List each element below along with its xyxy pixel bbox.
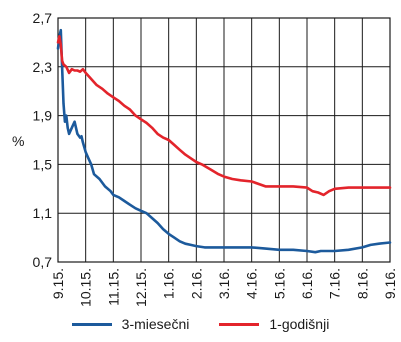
legend-item-1-year: 1-godišnji (219, 316, 329, 332)
x-tick-label: 10.15. (78, 268, 94, 307)
plot-area-frame (57, 17, 391, 263)
x-tick-label: 1.16. (161, 268, 177, 299)
x-tick-label: 4.16. (244, 268, 260, 299)
x-tick-label: 12.15. (133, 268, 149, 307)
x-tick-label: 3.16. (216, 268, 232, 299)
series-line-3-month (56, 28, 392, 254)
x-tick-label: 2.16. (188, 268, 204, 299)
x-tick-label: 6.16. (299, 268, 315, 299)
y-tick-label: 0,7 (33, 254, 53, 270)
y-axis-label: % (12, 133, 24, 149)
y-axis-ticks: 2,7 2,3 1,9 1,5 1,1 0,7 (33, 10, 53, 270)
x-tick-label: 8.16. (354, 268, 370, 299)
legend-item-3-month: 3-miesečni (71, 316, 190, 332)
y-tick-label: 1,9 (33, 108, 53, 124)
legend-swatch-1-year (219, 322, 260, 326)
x-tick-label: 5.16. (271, 268, 287, 299)
legend-label-3-month: 3-miesečni (121, 316, 190, 332)
x-tick-label: 9.15. (50, 268, 66, 299)
y-tick-label: 2,7 (33, 10, 53, 26)
series-group (56, 28, 392, 254)
y-tick-label: 1,5 (33, 156, 53, 172)
legend: 3-miesečni 1-godišnji (0, 312, 401, 336)
x-axis-ticks: 9.15. 10.15. 11.15. 12.15. 1.16. 2.16. 3.16. 4.… (50, 268, 398, 307)
x-tick-label: 9.16. (382, 268, 398, 299)
series-line-1-year (56, 34, 392, 197)
grid (57, 17, 391, 263)
y-tick-label: 2,3 (33, 59, 53, 75)
x-tick-label: 7.16. (327, 268, 343, 299)
x-tick-label: 11.15. (105, 268, 121, 306)
legend-label-1-year: 1-godišnji (269, 316, 330, 332)
y-tick-label: 1,1 (33, 205, 53, 221)
legend-swatch-3-month (71, 322, 112, 326)
